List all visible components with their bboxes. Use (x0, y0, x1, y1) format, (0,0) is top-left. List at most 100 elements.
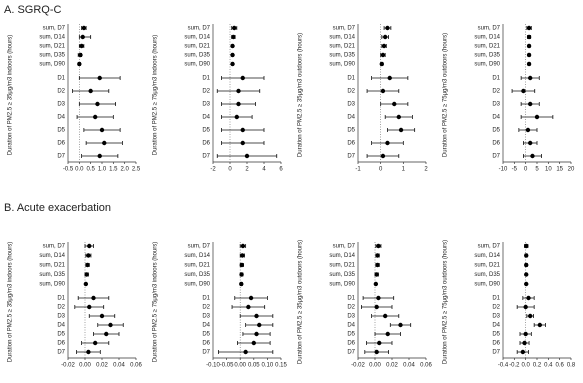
category-label: D4 (202, 323, 210, 329)
category-label: sum, D90 (184, 282, 210, 288)
x-tick-label: -1 (355, 167, 361, 173)
x-tick-label: -0.2 (509, 363, 520, 369)
category-label: D7 (347, 154, 355, 160)
estimate (374, 304, 379, 310)
estimate (240, 253, 245, 258)
category-label: D3 (347, 102, 355, 108)
estimate (385, 140, 390, 146)
estimate (97, 153, 102, 159)
x-tick-label: 0.8 (567, 363, 576, 369)
category-label: D7 (347, 350, 355, 356)
estimate (248, 295, 254, 301)
x-tick-label: 0.2 (533, 363, 542, 369)
x-tick-label: 0.06 (420, 363, 432, 369)
category-label: D6 (202, 341, 210, 347)
category-label: D1 (202, 296, 210, 302)
estimate (526, 295, 531, 301)
estimate (86, 349, 91, 355)
estimate (528, 313, 533, 319)
x-tick-label: -10 (499, 167, 508, 173)
x-tick-label: 0 (524, 167, 528, 173)
x-tick-label: -0.10 (206, 363, 220, 369)
estimate (243, 349, 248, 355)
category-label: D3 (57, 102, 65, 108)
category-label: sum, D14 (39, 253, 65, 259)
category-label: D5 (57, 128, 65, 134)
estimate (95, 101, 100, 107)
category-label: D4 (202, 115, 210, 121)
estimate (230, 43, 235, 49)
category-label: D3 (57, 314, 65, 320)
x-tick-label: 0.0 (75, 167, 84, 173)
x-tick-label: 0.6 (555, 363, 564, 369)
category-label: sum, D21 (329, 44, 355, 50)
x-tick-label: -0.5 (63, 167, 74, 173)
category-label: sum, D7 (43, 26, 66, 32)
estimate (526, 34, 532, 40)
category-label: D2 (347, 89, 355, 95)
category-label: sum, D7 (333, 26, 356, 32)
estimate (88, 88, 93, 94)
estimate (396, 114, 401, 120)
x-tick-label: 10 (545, 167, 552, 173)
category-label: sum, D35 (184, 272, 210, 278)
estimate (375, 253, 380, 258)
category-label: D5 (492, 332, 500, 338)
category-label: sum, D7 (188, 244, 211, 250)
estimate (380, 52, 386, 58)
estimate (99, 127, 105, 133)
x-tick-label: 0.15 (275, 363, 287, 369)
x-tick-label: 2.5 (132, 167, 141, 173)
x-tick-label: 0.5 (86, 167, 95, 173)
category-label: sum, D90 (39, 282, 65, 288)
estimate (526, 61, 532, 67)
y-axis-label: Duration of PM2.5 ≥ 75μg/m3 outdoors (ho… (443, 240, 449, 364)
estimate (380, 88, 386, 94)
estimate (236, 88, 241, 94)
y-axis-label: Duration of PM2.5 ≥ 35μg/m3 outdoors (ho… (298, 240, 304, 364)
estimate (520, 349, 526, 355)
estimate (392, 101, 397, 107)
estimate (377, 340, 382, 346)
category-label: D4 (347, 323, 355, 329)
estimate (257, 322, 262, 328)
category-label: sum, D14 (474, 35, 500, 41)
category-label: D2 (347, 305, 355, 311)
estimate (251, 340, 256, 346)
estimate (374, 272, 379, 277)
category-label: D5 (492, 128, 500, 134)
category-label: sum, D90 (474, 282, 500, 288)
category-label: sum, D7 (478, 244, 501, 250)
category-label: sum, D7 (43, 244, 66, 250)
category-label: sum, D35 (474, 53, 500, 59)
category-label: D6 (57, 341, 65, 347)
estimate (85, 262, 90, 268)
estimate (524, 272, 529, 277)
y-axis-label: Duration of PM2.5 ≥ 35μg/m3 indoors (hou… (8, 242, 14, 362)
estimate (525, 127, 531, 133)
estimate (387, 75, 392, 81)
estimate (383, 34, 388, 40)
category-label: sum, D35 (329, 272, 355, 278)
category-label: sum, D21 (184, 263, 210, 269)
category-label: D2 (202, 89, 210, 95)
estimate (236, 101, 241, 107)
estimate (528, 140, 533, 146)
category-label: sum, D35 (329, 53, 355, 59)
estimate (524, 262, 529, 268)
estimate (78, 52, 83, 58)
estimate (385, 331, 390, 337)
estimate (240, 75, 245, 81)
estimate (537, 322, 543, 328)
estimate (521, 88, 526, 94)
estimate (376, 295, 381, 301)
category-label: D3 (202, 314, 210, 320)
category-label: sum, D21 (474, 263, 500, 269)
estimate (230, 52, 235, 58)
x-tick-label: 0.0 (521, 363, 530, 369)
category-label: sum, D7 (188, 26, 211, 32)
x-tick-label: 1.5 (109, 167, 118, 173)
category-label: D6 (57, 141, 65, 147)
category-label: D1 (57, 296, 65, 302)
category-label: sum, D21 (39, 44, 65, 50)
